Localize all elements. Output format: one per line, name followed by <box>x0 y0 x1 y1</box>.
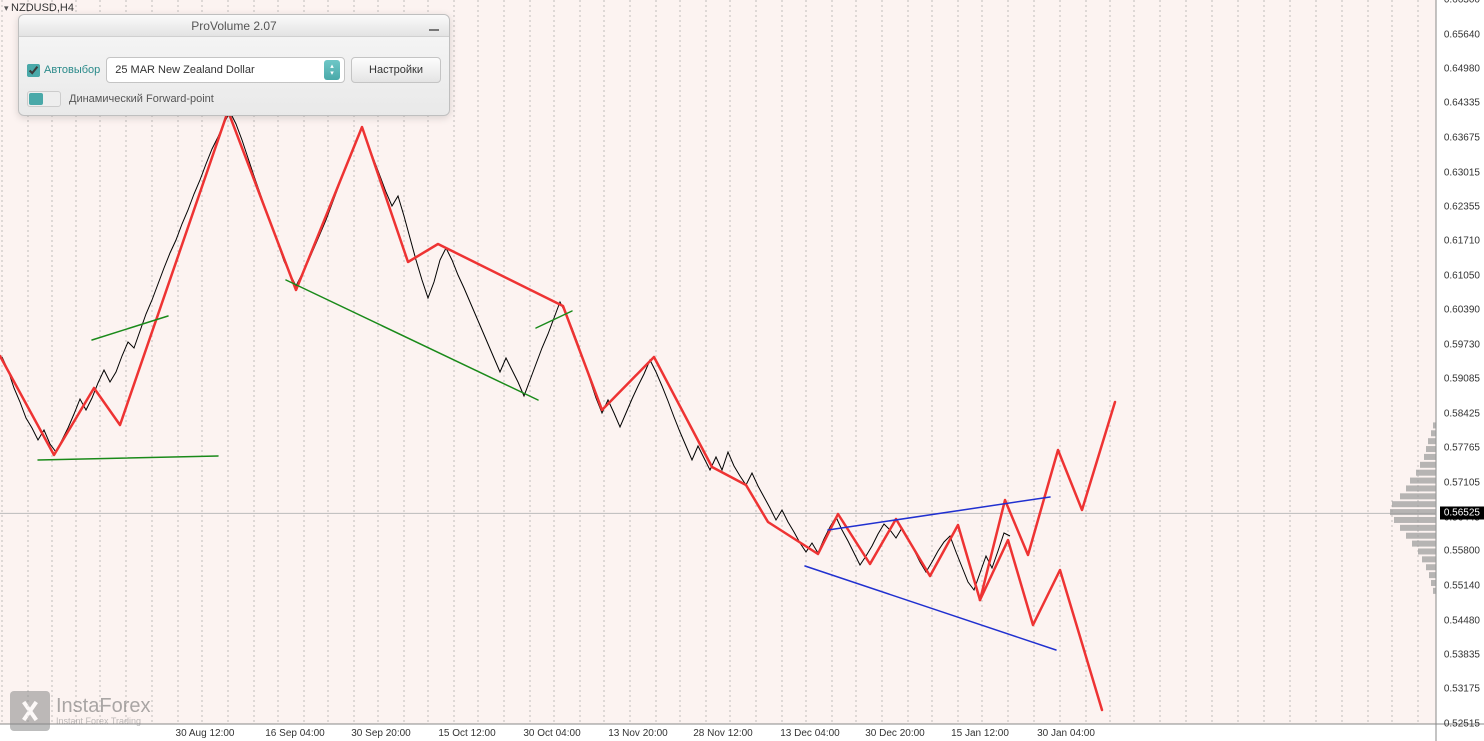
forward-point-label: Динамический Forward-point <box>69 93 214 105</box>
yaxis-tick: 0.54480 <box>1444 615 1480 626</box>
auto-checkbox-input[interactable] <box>27 64 40 77</box>
yaxis-tick: 0.52515 <box>1444 719 1480 730</box>
auto-checkbox-label: Автовыбор <box>44 64 100 76</box>
yaxis-tick: 0.63015 <box>1444 167 1480 178</box>
yaxis-tick: 0.59730 <box>1444 340 1480 351</box>
yaxis-tick: 0.59085 <box>1444 373 1480 384</box>
chart-container: NZDUSD,H4 ProVolume 2.07 Автовыбор 25 MA… <box>0 0 1484 741</box>
yaxis-tick: 0.55800 <box>1444 546 1480 557</box>
xaxis-tick: 30 Aug 12:00 <box>176 728 235 739</box>
xaxis-tick: 13 Nov 20:00 <box>608 728 668 739</box>
watermark-line1: InstaForex <box>56 696 150 716</box>
current-price-label: 0.56525 <box>1440 507 1484 520</box>
auto-checkbox[interactable]: Автовыбор <box>27 64 100 77</box>
provolume-panel: ProVolume 2.07 Автовыбор 25 MAR New Zeal… <box>18 14 450 116</box>
yaxis-tick: 0.65640 <box>1444 29 1480 40</box>
settings-button[interactable]: Настройки <box>351 57 441 83</box>
yaxis-tick: 0.57105 <box>1444 477 1480 488</box>
yaxis-tick: 0.57765 <box>1444 443 1480 454</box>
xaxis-tick: 15 Jan 12:00 <box>951 728 1009 739</box>
xaxis-tick: 30 Jan 04:00 <box>1037 728 1095 739</box>
symbol-label[interactable]: NZDUSD,H4 <box>4 2 74 14</box>
dropdown-arrows-icon[interactable] <box>324 60 340 80</box>
xaxis-tick: 16 Sep 04:00 <box>265 728 325 739</box>
yaxis-tick: 0.63675 <box>1444 132 1480 143</box>
xaxis-tick: 30 Sep 20:00 <box>351 728 411 739</box>
minimize-icon[interactable] <box>427 19 441 31</box>
xaxis-tick: 15 Oct 12:00 <box>438 728 495 739</box>
yaxis-tick: 0.60390 <box>1444 305 1480 316</box>
panel-title: ProVolume 2.07 <box>191 19 276 33</box>
yaxis-tick: 0.64980 <box>1444 64 1480 75</box>
watermark-line2: Instant Forex Trading <box>56 716 150 726</box>
yaxis-tick: 0.61710 <box>1444 236 1480 247</box>
xaxis-tick: 28 Nov 12:00 <box>693 728 753 739</box>
xaxis-tick: 30 Oct 04:00 <box>523 728 580 739</box>
yaxis-tick: 0.66300 <box>1444 0 1480 6</box>
yaxis-tick: 0.55140 <box>1444 581 1480 592</box>
yaxis-tick: 0.61050 <box>1444 270 1480 281</box>
contract-dropdown[interactable]: 25 MAR New Zealand Dollar <box>106 57 345 83</box>
watermark: InstaForex Instant Forex Trading <box>10 691 150 731</box>
watermark-logo-icon <box>10 691 50 731</box>
yaxis-tick: 0.53835 <box>1444 649 1480 660</box>
yaxis-tick: 0.62355 <box>1444 202 1480 213</box>
panel-titlebar[interactable]: ProVolume 2.07 <box>19 15 449 37</box>
forward-point-toggle[interactable] <box>27 91 61 107</box>
xaxis-tick: 13 Dec 04:00 <box>780 728 840 739</box>
yaxis-tick: 0.64335 <box>1444 98 1480 109</box>
yaxis-tick: 0.58425 <box>1444 408 1480 419</box>
yaxis-tick: 0.53175 <box>1444 684 1480 695</box>
contract-dropdown-value: 25 MAR New Zealand Dollar <box>115 64 254 76</box>
xaxis-tick: 30 Dec 20:00 <box>865 728 925 739</box>
